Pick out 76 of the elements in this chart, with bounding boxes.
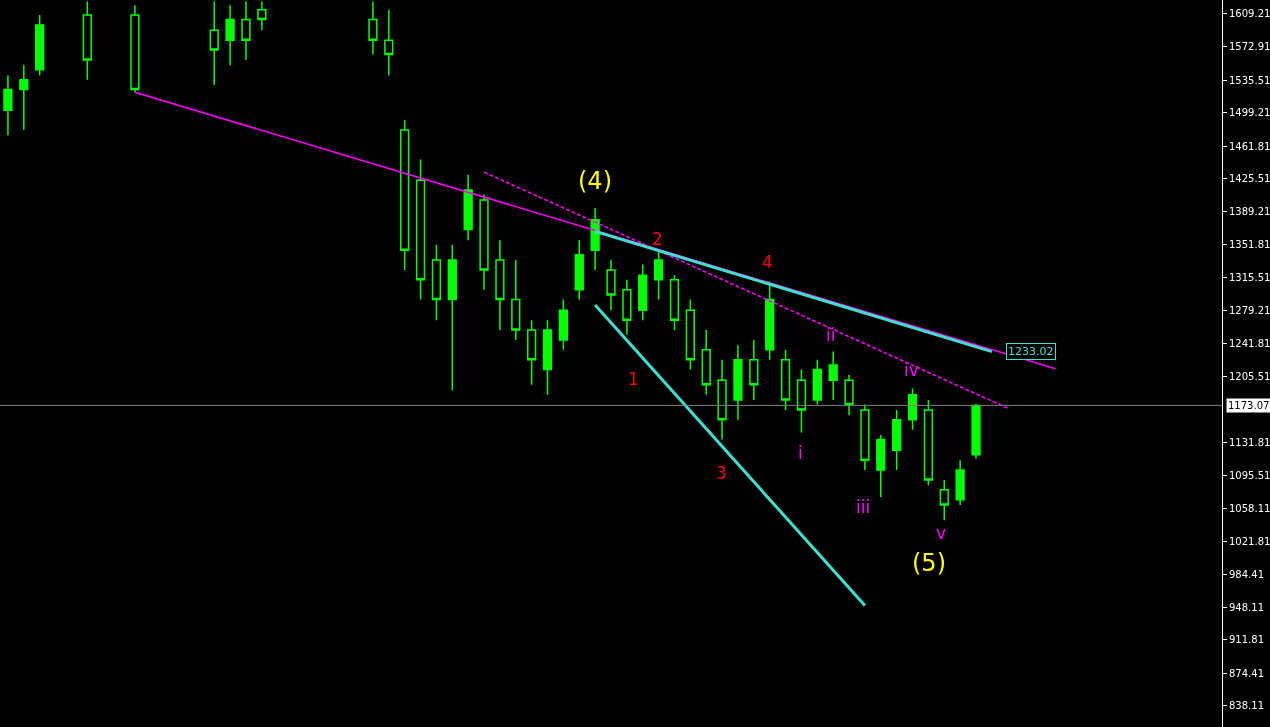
candlestick: [892, 409, 902, 471]
candlestick: [812, 358, 822, 406]
candlestick: [527, 319, 537, 386]
candlestick: [479, 193, 489, 291]
candlestick: [780, 349, 791, 411]
y-tick-label: 1131.81: [1229, 436, 1270, 448]
annotation: 3: [716, 463, 727, 483]
candlestick: [19, 64, 29, 131]
candlestick: [828, 350, 838, 401]
annotation: 1: [628, 369, 639, 389]
ref-line-label: 1173.07: [1228, 400, 1270, 411]
annotation: iv: [904, 360, 919, 380]
candlestick: [685, 298, 695, 371]
y-tick-label: 1572.91: [1229, 41, 1270, 53]
candlestick: [431, 244, 442, 321]
annotation: (4): [578, 167, 612, 195]
candlestick: [971, 402, 981, 460]
y-tick-label: 1205.51: [1229, 370, 1270, 382]
annotation: 4: [762, 252, 773, 272]
candlestick: [844, 374, 854, 417]
y-tick-label: 1499.21: [1229, 107, 1270, 119]
y-tick-label: 1389.21: [1229, 205, 1270, 217]
candlestick: [415, 158, 426, 301]
y-tick-label: 838.11: [1229, 700, 1264, 712]
candlestick: [574, 239, 584, 301]
candlestick: [796, 368, 807, 434]
annotation: v: [936, 523, 947, 543]
annotation: 1233.02: [1008, 345, 1054, 358]
annotation: ii: [826, 325, 836, 345]
annotation: 2: [652, 229, 663, 249]
candlestick: [717, 358, 727, 441]
candlestick: [463, 174, 473, 242]
candlestick: [225, 4, 235, 67]
candlestick: [907, 387, 918, 431]
candlestick: [622, 279, 632, 336]
y-tick-label: 1279.21: [1229, 304, 1270, 316]
candlestick: [749, 339, 759, 401]
candlestick: [860, 403, 870, 471]
candlestick: [511, 259, 521, 341]
candlestick: [400, 119, 410, 271]
y-tick-label: 1315.51: [1229, 272, 1270, 284]
y-tick-label: 1241.81: [1229, 338, 1270, 350]
candlestick: [130, 4, 140, 93]
candlestick: [35, 14, 45, 76]
y-tick-label: 1095.51: [1229, 469, 1270, 481]
candlestick: [447, 244, 457, 391]
candlestick: [939, 479, 949, 522]
candlestick: [606, 259, 616, 312]
y-tick-label: 1021.81: [1229, 535, 1270, 547]
candlestick: [542, 319, 553, 396]
candlestick: [3, 74, 13, 137]
candlestick: [384, 8, 394, 76]
y-tick-label: 1351.81: [1229, 239, 1270, 251]
y-tick-label: 1425.51: [1229, 173, 1270, 185]
candlestick: [955, 459, 965, 506]
y-tick-label: 874.41: [1229, 667, 1264, 679]
y-tick-label: 911.81: [1229, 634, 1264, 646]
candlestick: [495, 239, 505, 331]
candlestick: [653, 249, 664, 301]
candlestick: [558, 298, 569, 351]
y-tick-label: 1609.21: [1229, 8, 1270, 20]
candlestick: [669, 274, 680, 331]
y-tick-label: 1535.51: [1229, 74, 1270, 86]
y-tick-label: 984.41: [1229, 569, 1264, 581]
annotation: iii: [856, 497, 871, 517]
y-tick-label: 1058.11: [1229, 503, 1270, 515]
candlestick: [876, 434, 886, 498]
candlestick: [701, 329, 711, 396]
y-tick-label: 948.11: [1229, 601, 1264, 613]
candlestick: [638, 263, 648, 321]
annotation: i: [798, 443, 803, 463]
candlestick: [923, 399, 934, 487]
y-tick-label: 1461.81: [1229, 140, 1270, 152]
candlestick: [590, 207, 600, 271]
candlestick: [733, 344, 743, 421]
annotation: (5): [912, 549, 946, 577]
